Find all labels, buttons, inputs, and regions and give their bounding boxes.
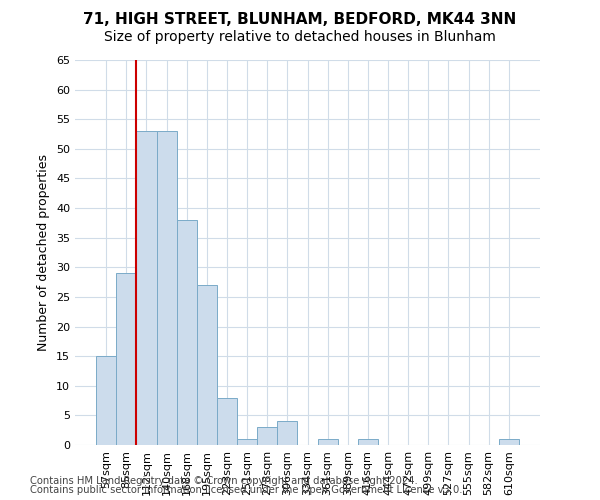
Bar [176, 220, 197, 445]
Bar [217, 398, 237, 445]
Bar [237, 439, 257, 445]
Bar [157, 131, 176, 445]
Text: Size of property relative to detached houses in Blunham: Size of property relative to detached ho… [104, 30, 496, 44]
Bar [96, 356, 116, 445]
Bar [358, 439, 378, 445]
Bar [317, 439, 338, 445]
Text: Contains public sector information licensed under the Open Government Licence v3: Contains public sector information licen… [30, 485, 463, 495]
Bar [116, 273, 136, 445]
Text: Contains HM Land Registry data © Crown copyright and database right 2024.: Contains HM Land Registry data © Crown c… [30, 476, 418, 486]
Text: 71, HIGH STREET, BLUNHAM, BEDFORD, MK44 3NN: 71, HIGH STREET, BLUNHAM, BEDFORD, MK44 … [83, 12, 517, 28]
Bar [197, 285, 217, 445]
Y-axis label: Number of detached properties: Number of detached properties [37, 154, 50, 351]
Bar [136, 131, 157, 445]
Bar [277, 422, 298, 445]
Bar [257, 427, 277, 445]
Bar [499, 439, 519, 445]
